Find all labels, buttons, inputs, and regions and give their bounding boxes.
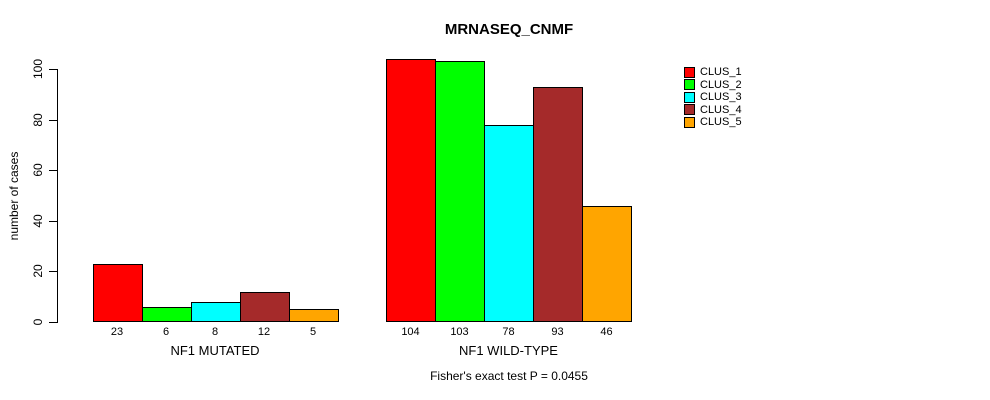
bar-clus_5-group2 bbox=[582, 206, 632, 322]
legend-swatch-clus_3 bbox=[684, 91, 695, 103]
bar-value-label: 8 bbox=[211, 326, 219, 338]
stats-annotation: Fisher's exact test P = 0.0455 bbox=[430, 369, 588, 383]
bar-value-label: 46 bbox=[600, 326, 613, 338]
y-axis-label: number of cases bbox=[7, 151, 21, 241]
y-tick bbox=[49, 119, 57, 121]
legend-row: CLUS_2 bbox=[684, 79, 742, 91]
x-group-label: NF1 MUTATED bbox=[170, 343, 260, 358]
y-tick bbox=[49, 170, 57, 172]
legend-label-clus_4: CLUS_4 bbox=[700, 103, 742, 116]
chart-title: MRNASEQ_CNMF bbox=[444, 21, 574, 38]
bar-value-label: 93 bbox=[551, 326, 564, 338]
bar-value-label: 103 bbox=[450, 326, 469, 338]
bar-clus_2-group2 bbox=[435, 61, 485, 322]
y-tick-label: 80 bbox=[31, 112, 45, 127]
bar-value-label: 104 bbox=[401, 326, 420, 338]
y-tick bbox=[49, 69, 57, 70]
y-tick bbox=[49, 271, 57, 273]
bar-clus_2-group1 bbox=[141, 307, 192, 322]
legend-label-clus_1: CLUS_1 bbox=[700, 66, 742, 78]
bar-value-label: 5 bbox=[309, 326, 317, 338]
legend-swatch-clus_1 bbox=[684, 66, 695, 78]
y-tick-label: 0 bbox=[31, 318, 45, 326]
bar-clus_1-group1 bbox=[92, 264, 143, 322]
x-group-label: NF1 WILD-TYPE bbox=[459, 343, 558, 358]
y-tick bbox=[49, 322, 57, 323]
legend-swatch-clus_5 bbox=[684, 116, 695, 128]
bar-value-label: 6 bbox=[162, 326, 170, 338]
bar-value-label: 78 bbox=[502, 326, 515, 338]
legend-row: CLUS_5 bbox=[684, 116, 742, 128]
y-tick-label: 20 bbox=[31, 264, 45, 279]
legend-label-clus_5: CLUS_5 bbox=[700, 116, 742, 129]
legend-swatch-clus_2 bbox=[684, 79, 695, 91]
bar-clus_1-group2 bbox=[386, 59, 436, 322]
bar-clus_4-group2 bbox=[533, 87, 583, 322]
bar-clus_4-group1 bbox=[239, 292, 290, 322]
legend-swatch-clus_4 bbox=[684, 104, 695, 116]
legend-label-clus_2: CLUS_2 bbox=[700, 78, 742, 91]
legend-row: CLUS_3 bbox=[684, 91, 742, 103]
bar-clus_3-group2 bbox=[484, 125, 534, 322]
legend-row: CLUS_1 bbox=[684, 66, 742, 78]
bar-value-label: 23 bbox=[110, 326, 124, 338]
y-axis-line bbox=[57, 69, 58, 323]
bar-clus_3-group1 bbox=[190, 302, 241, 322]
y-tick-label: 60 bbox=[31, 163, 45, 177]
y-tick-label: 100 bbox=[31, 58, 45, 80]
bar-value-label: 12 bbox=[257, 326, 271, 338]
legend-label-clus_3: CLUS_3 bbox=[700, 91, 742, 104]
y-tick-label: 40 bbox=[31, 214, 45, 228]
legend-row: CLUS_4 bbox=[684, 104, 742, 116]
y-tick bbox=[49, 220, 57, 222]
bar-clus_5-group1 bbox=[288, 309, 339, 322]
